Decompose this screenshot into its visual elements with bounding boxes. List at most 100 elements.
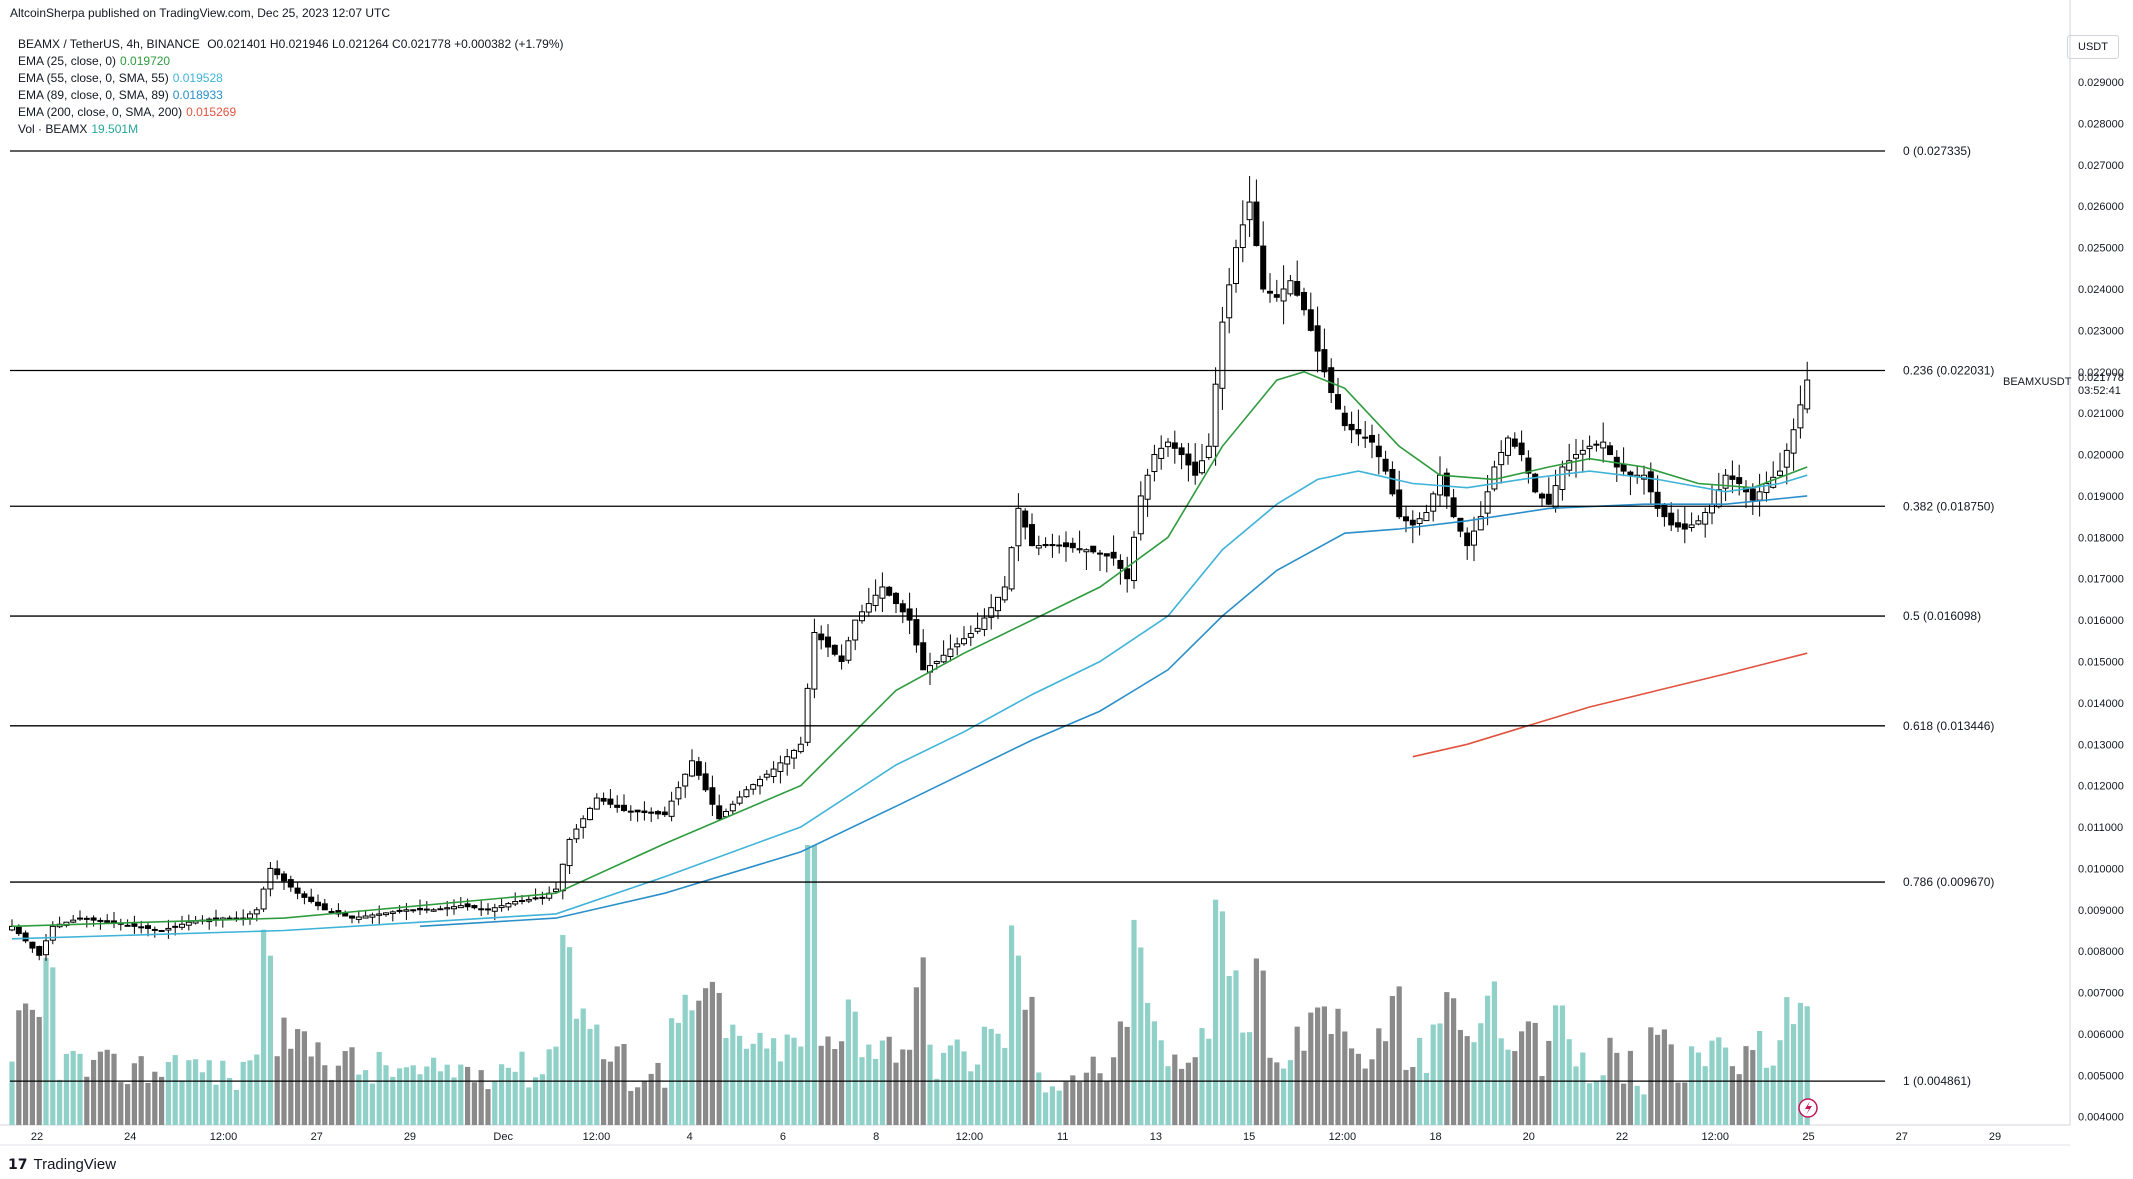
- volume-bar: [1315, 1007, 1321, 1125]
- time-axis-label: 8: [873, 1131, 879, 1143]
- volume-bar: [1219, 911, 1225, 1125]
- candle-body: [818, 633, 825, 641]
- volume-bar: [934, 1078, 940, 1125]
- candle-body: [1110, 551, 1117, 559]
- candle-body: [457, 905, 464, 909]
- candle-body: [410, 909, 417, 912]
- candle-body: [648, 811, 655, 814]
- candle-body: [36, 946, 43, 956]
- volume-bar: [1185, 1062, 1191, 1125]
- tradingview-brand: TradingView: [33, 1156, 117, 1173]
- legend-indicator-value: 0.015269: [186, 105, 237, 119]
- volume-bar: [179, 1080, 185, 1125]
- volume-bar: [866, 1044, 872, 1125]
- volume-bar: [1151, 1021, 1157, 1125]
- candle-body: [1484, 491, 1491, 514]
- legend-indicator-row[interactable]: EMA (200, close, 0, SMA, 200) 0.015269: [18, 104, 564, 121]
- volume-bar: [1117, 1021, 1123, 1125]
- candle-body: [831, 644, 838, 655]
- candle-body: [587, 807, 593, 821]
- candle-body: [77, 917, 83, 920]
- volume-bar: [594, 1024, 600, 1125]
- last-price-countdown: 03:52:41: [2078, 385, 2121, 397]
- legend-indicator-row[interactable]: EMA (55, close, 0, SMA, 55) 0.019528: [18, 70, 564, 87]
- volume-bar: [1396, 986, 1402, 1125]
- volume-bar: [1043, 1092, 1049, 1125]
- candle-body: [362, 915, 369, 919]
- candle-body: [1233, 247, 1239, 285]
- candle-body: [1783, 449, 1790, 468]
- price-tick-label: 0.011000: [2078, 822, 2123, 834]
- candle-body: [1763, 483, 1770, 494]
- candle-body: [1314, 325, 1321, 352]
- candle-body: [559, 863, 566, 892]
- legend-indicator-row[interactable]: Vol · BEAMX 19.501M: [18, 121, 564, 138]
- legend-indicator-row[interactable]: EMA (25, close, 0) 0.019720: [18, 53, 564, 70]
- legend-symbol-row[interactable]: BEAMX / TetherUS, 4h, BINANCE O0.021401 …: [18, 36, 564, 53]
- volume-bar: [288, 1048, 294, 1125]
- legend-indicator-label: EMA (200, close, 0, SMA, 200): [18, 105, 183, 119]
- volume-bar: [1349, 1048, 1355, 1125]
- legend-indicator-value: 19.501M: [91, 122, 139, 136]
- candle-body: [471, 905, 478, 909]
- time-axis-label: 29: [404, 1131, 416, 1143]
- volume-bar: [811, 845, 817, 1125]
- last-price-symbol: BEAMXUSDT: [2003, 376, 2072, 388]
- candle-body: [981, 617, 988, 630]
- volume-bar: [777, 1061, 783, 1125]
- price-axis-unit-button[interactable]: USDT: [2067, 35, 2119, 59]
- candle-body: [1022, 510, 1029, 528]
- price-tick-label: 0.015000: [2078, 656, 2124, 668]
- time-axis-label: 27: [1896, 1131, 1908, 1143]
- candle-body: [750, 784, 757, 790]
- volume-bar: [1485, 995, 1491, 1125]
- candle-body: [573, 828, 580, 840]
- volume-bar: [172, 1055, 178, 1125]
- candle-body: [1083, 549, 1090, 553]
- candle-body: [770, 768, 777, 777]
- volume-bar: [662, 1087, 668, 1125]
- candle-body: [1749, 488, 1756, 501]
- candle-body: [1294, 280, 1301, 296]
- volume-bar: [281, 1017, 287, 1125]
- volume-bar: [913, 987, 919, 1125]
- candle-body: [1722, 474, 1729, 489]
- volume-bar: [1770, 1065, 1776, 1125]
- volume-bar: [1410, 1067, 1416, 1125]
- volume-bar: [614, 1046, 620, 1125]
- volume-bar: [1791, 1024, 1797, 1125]
- volume-bar: [16, 1010, 22, 1125]
- volume-bar: [424, 1066, 430, 1125]
- volume-bar: [1247, 1032, 1253, 1125]
- volume-bar: [737, 1035, 743, 1125]
- candle-body: [906, 608, 913, 621]
- volume-bar: [84, 1076, 90, 1125]
- volume-bar: [403, 1067, 409, 1125]
- volume-bar: [1682, 1082, 1688, 1125]
- tradingview-logo[interactable]: 17 TradingView: [8, 1156, 116, 1173]
- volume-bar: [43, 957, 49, 1125]
- price-tick-label: 0.021000: [2078, 408, 2124, 420]
- time-axis-label: 15: [1243, 1131, 1255, 1143]
- candle-body: [294, 887, 301, 894]
- candle-body: [784, 756, 791, 765]
- volume-bar: [1097, 1073, 1103, 1125]
- candle-body: [1335, 394, 1341, 410]
- volume-bar: [845, 999, 851, 1125]
- volume-bar: [573, 1018, 579, 1125]
- candle-body: [1137, 495, 1144, 535]
- candle-body: [1539, 493, 1545, 499]
- candle-body: [1409, 519, 1416, 526]
- fib-level-label: 0.786 (0.009670): [1903, 875, 1994, 889]
- published-by-text: AltcoinSherpa published on TradingView.c…: [10, 6, 391, 20]
- volume-bar: [1240, 1032, 1246, 1125]
- volume-bar: [689, 1010, 695, 1125]
- volume-bar: [213, 1084, 219, 1125]
- volume-bar: [1355, 1053, 1361, 1125]
- volume-bar: [1723, 1047, 1729, 1125]
- legend-indicator-row[interactable]: EMA (89, close, 0, SMA, 89) 0.018933: [18, 87, 564, 104]
- volume-bar: [356, 1074, 362, 1125]
- volume-bar: [567, 947, 573, 1125]
- candle-body: [1532, 473, 1539, 493]
